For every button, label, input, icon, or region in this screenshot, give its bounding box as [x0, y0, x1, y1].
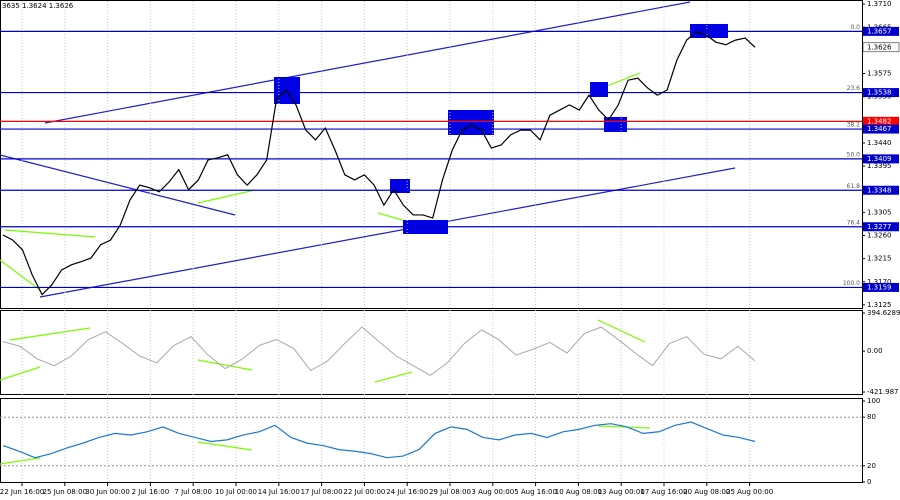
x-tick-label: 25 Aug 00:00: [726, 488, 773, 496]
x-tick-label: 7 Jul 08:00: [174, 488, 212, 496]
x-tick-label: 3 Aug 00:00: [471, 488, 514, 496]
fib-label: 50.0: [847, 151, 861, 158]
rsi-line: [2, 421, 756, 459]
level-label: 1.3657: [867, 27, 892, 35]
x-tick-label: 14 Jul 16:00: [258, 488, 300, 496]
y-tick-label: 0: [867, 478, 871, 486]
y-tick-label: 1.3125: [867, 301, 892, 309]
level-label-box: [863, 124, 899, 134]
current-price: 1.3626: [867, 43, 892, 51]
fib-label: 76.4: [847, 219, 861, 226]
fib-label: 23.6: [847, 85, 861, 92]
y-tick-label: 1.3305: [867, 208, 892, 216]
header-text: 3635 1.3624 1.3626: [2, 2, 74, 10]
level-label-box: [863, 88, 899, 98]
x-tick-label: 13 Aug 00:00: [598, 488, 645, 496]
x-tick-label: 17 Jul 08:00: [301, 488, 343, 496]
fib-label: 61.8: [847, 183, 861, 190]
level-label: 1.3467: [867, 125, 892, 133]
x-tick-label: 29 Jul 08:00: [429, 488, 471, 496]
level-label: 1.3348: [867, 186, 892, 194]
x-tick-label: 5 Aug 16:00: [514, 488, 557, 496]
level-label-box: [863, 222, 899, 232]
current-price-box: [862, 42, 900, 53]
y-tick-label: 0.00: [867, 347, 883, 355]
y-tick-label: -421.987: [867, 388, 898, 396]
fib-label: 100.0: [843, 280, 860, 287]
fib-label: 38.2: [847, 122, 861, 129]
y-tick-label: 1.3215: [867, 255, 892, 263]
y-tick-label: 20: [867, 462, 876, 470]
x-tick-label: 2 Jul 16:00: [132, 488, 170, 496]
x-tick-label: 30 Jun 00:00: [85, 488, 129, 496]
x-tick-label: 22 Jun 16:00: [0, 488, 44, 496]
y-tick-label: 1.3440: [867, 139, 892, 147]
x-tick-label: 10 Jul 00:00: [215, 488, 257, 496]
y-tick-label: 394.6289: [867, 309, 900, 317]
x-tick-label: 25 Jun 08:00: [43, 488, 87, 496]
y-tick-label: 1.3710: [867, 0, 892, 8]
y-tick-label: 100: [867, 397, 880, 405]
y-tick-label: 1.3170: [867, 278, 892, 286]
level-label: 1.3538: [867, 89, 892, 97]
level-label: 1.3159: [867, 283, 892, 291]
y-tick-label: 80: [867, 413, 876, 421]
level-label-box: [863, 154, 899, 164]
cci-line: [2, 326, 756, 376]
fib-label: 0.0: [850, 24, 860, 31]
level-label-box: [863, 116, 899, 126]
x-tick-label: 20 Aug 08:00: [683, 488, 730, 496]
level-label: 1.3409: [867, 155, 892, 163]
price-line: [2, 31, 756, 296]
level-label-box: [863, 26, 899, 36]
frame: [0, 0, 863, 483]
y-tick-label: 1.3260: [867, 231, 892, 239]
level-label-box: [863, 282, 899, 292]
x-tick-label: 10 Aug 08:00: [555, 488, 602, 496]
level-label-box: [863, 185, 899, 195]
level-label: 1.3277: [867, 223, 892, 231]
y-tick-label: 1.3395: [867, 162, 892, 170]
level-label: 1.3482: [867, 117, 892, 125]
x-tick-label: 22 Jul 00:00: [343, 488, 385, 496]
x-tick-label: 17 Aug 16:00: [640, 488, 687, 496]
y-tick-label: 1.3575: [867, 70, 892, 78]
x-tick-label: 24 Jul 16:00: [386, 488, 428, 496]
